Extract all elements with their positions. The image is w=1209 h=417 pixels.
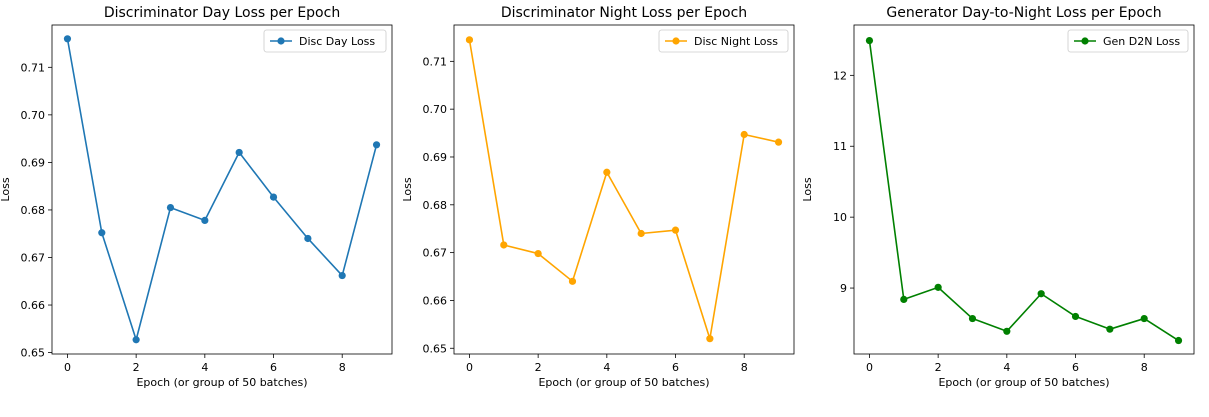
data-point bbox=[500, 241, 508, 249]
legend-label: Disc Day Loss bbox=[299, 35, 375, 48]
x-tick-label: 2 bbox=[133, 361, 140, 374]
legend-marker bbox=[277, 37, 285, 45]
legend-box bbox=[658, 29, 789, 53]
y-tick-label: 0.68 bbox=[21, 204, 46, 217]
data-point bbox=[568, 277, 577, 285]
data-point bbox=[269, 193, 278, 201]
x-tick-label: 6 bbox=[270, 361, 277, 374]
legend-marker bbox=[1081, 37, 1089, 45]
data-point bbox=[865, 36, 874, 45]
y-tick-label: 12 bbox=[833, 69, 847, 82]
y-tick-label: 0.71 bbox=[423, 55, 448, 68]
x-tick-label: 2 bbox=[935, 361, 942, 374]
data-point bbox=[98, 229, 106, 237]
data-point bbox=[900, 295, 908, 304]
y-tick-label: 0.65 bbox=[423, 342, 448, 355]
data-point bbox=[63, 35, 72, 43]
data-point bbox=[534, 249, 542, 258]
data-point bbox=[740, 130, 748, 139]
x-tick-label: 4 bbox=[201, 361, 208, 374]
data-point bbox=[338, 271, 346, 280]
plot-frame bbox=[453, 24, 795, 355]
y-tick-label: 0.67 bbox=[21, 251, 46, 264]
legend-box bbox=[1067, 29, 1189, 53]
data-point bbox=[1140, 314, 1148, 323]
data-point bbox=[774, 138, 783, 146]
data-point bbox=[706, 335, 714, 343]
y-tick-label: 0.69 bbox=[423, 151, 448, 164]
chart-panel-1: Discriminator Day Loss per Epoch 0 2 4 6 8 0.6… bbox=[0, 5, 393, 389]
data-point bbox=[372, 141, 381, 149]
data-point bbox=[304, 234, 312, 243]
data-point bbox=[1106, 325, 1114, 333]
y-tick-label: 0.69 bbox=[21, 156, 46, 169]
data-point bbox=[201, 216, 209, 225]
x-tick-label: 0 bbox=[64, 361, 71, 374]
y-tick-label: 0.68 bbox=[423, 199, 448, 212]
x-tick-label: 8 bbox=[339, 361, 346, 374]
data-point bbox=[968, 314, 977, 323]
x-tick-label: 6 bbox=[672, 361, 679, 374]
chart-panel-2: Discriminator Night Loss per Epoch 0 2 4 6 8 0… bbox=[401, 5, 795, 389]
y-tick-label: 0.66 bbox=[423, 294, 448, 307]
y-tick-label: 10 bbox=[833, 211, 847, 224]
legend-marker bbox=[672, 37, 680, 45]
y-tick-label: 0.70 bbox=[423, 103, 448, 116]
legend: Disc Day Loss bbox=[263, 29, 387, 53]
data-point bbox=[1174, 336, 1183, 345]
y-tick-label: 0.66 bbox=[21, 299, 46, 312]
x-axis-label: Epoch (or group of 50 batches) bbox=[538, 376, 709, 389]
y-axis-label: Loss bbox=[0, 177, 12, 201]
data-point bbox=[465, 36, 474, 44]
chart-title: Discriminator Night Loss per Epoch bbox=[501, 5, 747, 21]
series-line bbox=[468, 39, 779, 340]
x-tick-label: 6 bbox=[1072, 361, 1079, 374]
x-tick-label: 0 bbox=[866, 361, 873, 374]
chart-title: Discriminator Day Loss per Epoch bbox=[104, 5, 340, 21]
legend-label: Gen D2N Loss bbox=[1103, 35, 1180, 48]
legend: Disc Night Loss bbox=[658, 29, 789, 53]
data-point bbox=[235, 148, 243, 157]
chart-panel-3: Generator Day-to-Night Loss per Epoch 0 2 4… bbox=[801, 5, 1195, 389]
data-point bbox=[1071, 312, 1080, 321]
y-tick-label: 9 bbox=[840, 282, 847, 295]
x-axis-label: Epoch (or group of 50 batches) bbox=[938, 376, 1109, 389]
data-point bbox=[637, 229, 645, 238]
x-axis-label: Epoch (or group of 50 batches) bbox=[136, 376, 307, 389]
data-point bbox=[934, 283, 942, 291]
x-tick-label: 2 bbox=[535, 361, 542, 374]
y-tick-label: 0.71 bbox=[21, 61, 46, 74]
data-point bbox=[671, 226, 680, 234]
chart-title: Generator Day-to-Night Loss per Epoch bbox=[886, 5, 1161, 21]
data-point bbox=[603, 168, 611, 176]
plot-frame bbox=[51, 24, 393, 355]
y-tick-label: 0.70 bbox=[21, 109, 46, 122]
y-tick-label: 0.65 bbox=[21, 347, 46, 360]
data-point bbox=[1037, 290, 1045, 298]
x-tick-label: 8 bbox=[741, 361, 748, 374]
legend-label: Disc Night Loss bbox=[694, 35, 778, 48]
plot-frame bbox=[853, 24, 1195, 355]
y-tick-label: 0.67 bbox=[423, 247, 448, 260]
y-axis-label: Loss bbox=[401, 177, 414, 201]
data-point bbox=[132, 336, 140, 344]
data-point bbox=[1003, 327, 1011, 335]
y-tick-label: 11 bbox=[833, 140, 847, 153]
x-tick-label: 8 bbox=[1141, 361, 1148, 374]
x-tick-label: 4 bbox=[1003, 361, 1010, 374]
x-tick-label: 4 bbox=[603, 361, 610, 374]
series-line bbox=[66, 38, 378, 341]
legend-box bbox=[263, 29, 387, 53]
y-axis-label: Loss bbox=[801, 177, 814, 201]
legend: Gen D2N Loss bbox=[1067, 29, 1189, 53]
series-line bbox=[868, 40, 1179, 342]
data-point bbox=[166, 203, 175, 212]
x-tick-label: 0 bbox=[466, 361, 473, 374]
